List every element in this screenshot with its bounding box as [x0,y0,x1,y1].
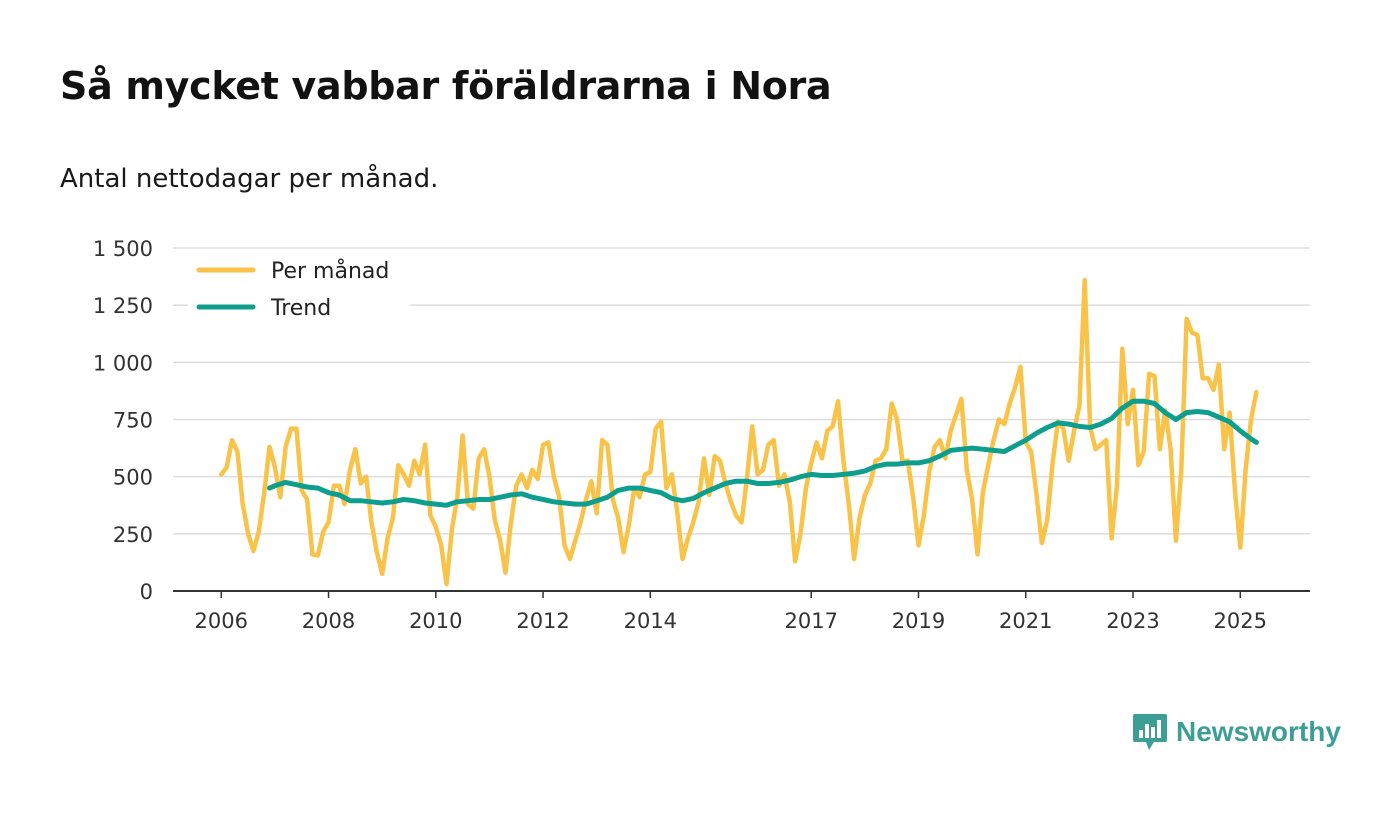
x-tick-label: 2021 [999,609,1052,633]
x-tick-label: 2017 [784,609,837,633]
x-tick-label: 2025 [1214,609,1267,633]
x-tick-label: 2008 [302,609,355,633]
legend-label: Trend [270,296,331,321]
y-tick-label: 750 [113,409,153,433]
bar-chart-badge-icon [1133,714,1167,750]
y-tick-label: 500 [113,466,153,490]
x-tick-label: 2010 [409,609,462,633]
chart-title: Så mycket vabbar föräldrarna i Nora [60,64,832,108]
y-tick-label: 0 [140,580,153,604]
x-tick-label: 2014 [624,609,677,633]
legend-box [188,252,410,324]
y-tick-label: 1 000 [93,351,153,375]
x-tick-label: 2012 [516,609,569,633]
chart-subtitle: Antal nettodagar per månad. [60,164,439,194]
x-tick-label: 2006 [195,609,248,633]
y-tick-label: 250 [113,523,153,547]
x-tick-label: 2019 [892,609,945,633]
y-tick-label: 1 250 [93,294,153,318]
x-tick-label: 2023 [1106,609,1159,633]
series-line-per-manad [219,277,1259,587]
newsworthy-logo: Newsworthy [1132,712,1341,752]
brand-name: Newsworthy [1176,716,1341,747]
series-line-trend [267,398,1259,508]
legend-label: Per månad [271,258,389,284]
y-tick-label: 1 500 [93,237,153,261]
